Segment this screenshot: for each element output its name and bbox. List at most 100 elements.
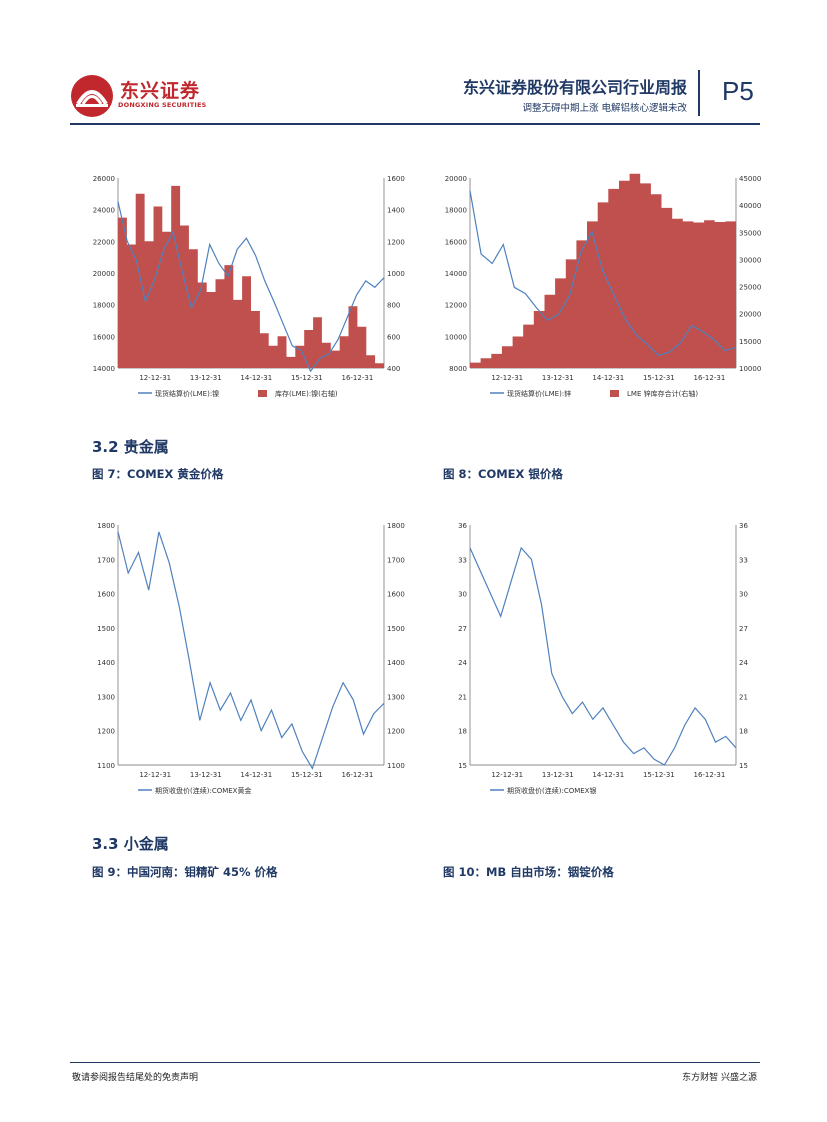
y-left-tick-label: 1500: [97, 625, 115, 633]
stock-area-series: [118, 185, 384, 368]
y-left-tick-label: 22000: [93, 238, 115, 246]
x-tick-label: 15-12-31: [643, 771, 675, 779]
section-precious-metals: 3.2 贵金属: [92, 438, 169, 456]
y-right-tick-label: 20000: [739, 311, 761, 319]
y-left-tick-label: 26000: [93, 175, 115, 183]
y-right-tick-label: 1100: [387, 762, 405, 770]
y-right-tick-label: 45000: [739, 175, 761, 183]
figure-7-caption: 图 7：COMEX 黄金价格: [92, 467, 224, 481]
y-left-tick-label: 24: [458, 659, 467, 667]
brand-name-en: DONGXING SECURITIES: [118, 101, 207, 109]
y-left-tick-label: 8000: [449, 365, 467, 373]
y-right-tick-label: 1700: [387, 556, 405, 564]
x-tick-label: 14-12-31: [592, 771, 624, 779]
y-right-tick-label: 24: [739, 659, 748, 667]
y-right-tick-label: 600: [387, 333, 400, 341]
brand-name-cn: 东兴证券: [120, 80, 201, 102]
y-left-tick-label: 18: [458, 728, 467, 736]
footer-rule: [70, 1062, 760, 1063]
x-tick-label: 15-12-31: [643, 374, 675, 382]
chart-comex-silver: 15 18 21 24 27 30 33 36 15 18 21 24 27 30 33 36 12-12-31…: [458, 522, 748, 795]
y-left-tick-label: 1600: [97, 591, 115, 599]
x-tick-label: 16-12-31: [342, 374, 374, 382]
page-number: P5: [722, 76, 754, 106]
y-left-tick-label: 15: [458, 762, 467, 770]
x-tick-label: 12-12-31: [491, 374, 523, 382]
x-tick-label: 12-12-31: [139, 374, 171, 382]
figure-10-caption: 图 10：MB 自由市场：铟锭价格: [443, 865, 614, 879]
y-left-tick-label: 1700: [97, 556, 115, 564]
x-tick-label: 13-12-31: [190, 374, 222, 382]
y-right-tick-label: 30: [739, 591, 748, 599]
x-tick-label: 16-12-31: [342, 771, 374, 779]
legend-swatch-bar: [610, 390, 619, 397]
x-tick-label: 16-12-31: [694, 771, 726, 779]
x-tick-label: 13-12-31: [542, 374, 574, 382]
chart-comex-gold: 1100 1200 1300 1400 1500 1600 1700 1800 1100 1200…: [97, 522, 405, 795]
y-right-tick-label: 1600: [387, 175, 405, 183]
y-right-tick-label: 18: [739, 728, 748, 736]
header-divider: [698, 70, 700, 116]
y-right-tick-label: 1600: [387, 591, 405, 599]
y-left-tick-label: 16000: [93, 333, 115, 341]
report-title: 东兴证券股份有限公司行业周报: [462, 78, 687, 97]
price-line-series: [117, 201, 385, 373]
y-right-tick-label: 30000: [739, 256, 761, 264]
price-line-series: [469, 546, 737, 766]
y-right-tick-label: 25000: [739, 284, 761, 292]
y-right-tick-label: 1800: [387, 522, 405, 530]
dongxing-logo: [71, 75, 113, 117]
report-subtitle: 调整无碍中期上涨 电解铝核心逻辑未改: [522, 103, 687, 114]
legend-label: 现货结算价(LME):镍: [155, 389, 219, 398]
legend-label: 期货收盘价(连续):COMEX黄金: [155, 786, 251, 795]
x-tick-label: 15-12-31: [291, 771, 323, 779]
y-right-tick-label: 1000: [387, 270, 405, 278]
y-right-tick-label: 15000: [739, 338, 761, 346]
chart-top-right: 8000 10000 12000 14000 16000 18000 20000 10000 1…: [445, 173, 761, 398]
y-left-tick-label: 14000: [93, 365, 115, 373]
y-right-tick-label: 400: [387, 365, 400, 373]
y-left-tick-label: 18000: [445, 207, 467, 215]
y-left-tick-label: 1800: [97, 522, 115, 530]
x-tick-label: 12-12-31: [139, 771, 171, 779]
y-left-tick-label: 20000: [445, 175, 467, 183]
y-right-tick-label: 1300: [387, 693, 405, 701]
x-tick-label: 14-12-31: [240, 771, 272, 779]
y-right-tick-label: 40000: [739, 202, 761, 210]
y-left-tick-label: 14000: [445, 270, 467, 278]
x-tick-label: 12-12-31: [491, 771, 523, 779]
y-right-tick-label: 800: [387, 302, 400, 310]
y-left-tick-label: 24000: [93, 207, 115, 215]
y-left-tick-label: 27: [458, 625, 467, 633]
y-left-tick-label: 30: [458, 591, 467, 599]
y-right-tick-label: 15: [739, 762, 748, 770]
y-left-tick-label: 18000: [93, 302, 115, 310]
y-left-tick-label: 1200: [97, 728, 115, 736]
price-line-series: [469, 190, 737, 356]
y-right-tick-label: 10000: [739, 365, 761, 373]
legend-label: LME 锌库存合计(右轴): [627, 389, 698, 398]
x-tick-label: 13-12-31: [542, 771, 574, 779]
section-minor-metals: 3.3 小金属: [92, 835, 169, 853]
x-tick-label: 13-12-31: [190, 771, 222, 779]
y-left-tick-label: 33: [458, 556, 467, 564]
x-tick-label: 16-12-31: [694, 374, 726, 382]
y-right-tick-label: 1400: [387, 207, 405, 215]
legend-label: 库存(LME):镍(右轴): [275, 389, 338, 398]
y-left-tick-label: 10000: [445, 333, 467, 341]
y-right-tick-label: 35000: [739, 229, 761, 237]
y-left-tick-label: 1100: [97, 762, 115, 770]
y-right-tick-label: 36: [739, 522, 748, 530]
y-right-tick-label: 1200: [387, 238, 405, 246]
y-right-tick-label: 1500: [387, 625, 405, 633]
header-rule: [70, 123, 760, 125]
figure-8-caption: 图 8：COMEX 银价格: [443, 467, 563, 481]
x-tick-label: 15-12-31: [291, 374, 323, 382]
y-left-tick-label: 1300: [97, 693, 115, 701]
figure-9-caption: 图 9：中国河南：钼精矿 45% 价格: [92, 865, 278, 879]
footer-disclaimer: 敬请参阅报告结尾处的免责声明: [72, 1073, 199, 1083]
legend-label: 期货收盘价(连续):COMEX银: [507, 786, 596, 795]
legend-swatch-bar: [258, 390, 267, 397]
y-right-tick-label: 21: [739, 693, 748, 701]
chart-top-left: 14000 16000 18000 20000 22000 24000 26000 400 60…: [93, 175, 405, 398]
